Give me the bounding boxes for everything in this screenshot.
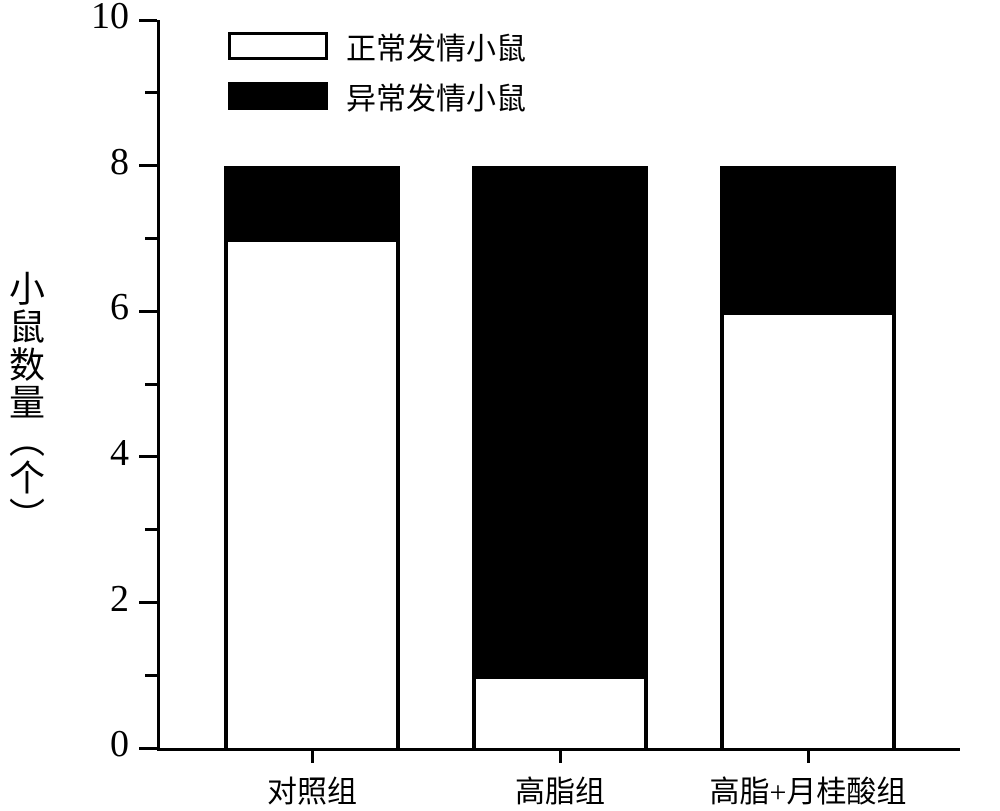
legend-swatch [228, 82, 328, 110]
y-axis-line [157, 20, 160, 751]
bar-segment-abnormal [224, 166, 400, 239]
x-tick [311, 751, 314, 763]
x-tick [559, 751, 562, 763]
y-tick-major [139, 455, 157, 458]
bar-segment-normal [720, 311, 896, 748]
x-tick [807, 751, 810, 763]
legend-row: 正常发情小鼠 [228, 24, 526, 68]
stacked-bar-chart: 0246810 小鼠数量（个） 正常发情小鼠异常发情小鼠 对照组高脂组高脂+月桂… [0, 0, 1000, 803]
y-tick-minor [145, 383, 157, 386]
y-tick-label: 0 [0, 722, 129, 766]
bar-segment-abnormal [472, 166, 648, 676]
legend: 正常发情小鼠异常发情小鼠 [228, 24, 526, 118]
bar-segment-normal [224, 238, 400, 748]
y-tick-minor [145, 91, 157, 94]
y-tick-label: 10 [0, 0, 129, 38]
category-label: 高脂组 [419, 767, 701, 811]
legend-label: 异常发情小鼠 [346, 74, 526, 118]
y-tick-minor [145, 237, 157, 240]
y-tick-minor [145, 528, 157, 531]
y-tick-minor [145, 674, 157, 677]
y-tick-major [139, 601, 157, 604]
y-tick-major [139, 747, 157, 750]
legend-label: 正常发情小鼠 [346, 24, 526, 68]
legend-row: 异常发情小鼠 [228, 74, 526, 118]
y-tick-major [139, 19, 157, 22]
legend-swatch [228, 32, 328, 60]
bar-segment-normal [472, 675, 648, 748]
y-tick-major [139, 310, 157, 313]
y-axis-title: 小鼠数量（个） [0, 166, 50, 639]
category-label: 高脂+月桂酸组 [667, 767, 949, 811]
bar-segment-abnormal [720, 166, 896, 312]
category-label: 对照组 [171, 767, 453, 811]
y-tick-major [139, 164, 157, 167]
